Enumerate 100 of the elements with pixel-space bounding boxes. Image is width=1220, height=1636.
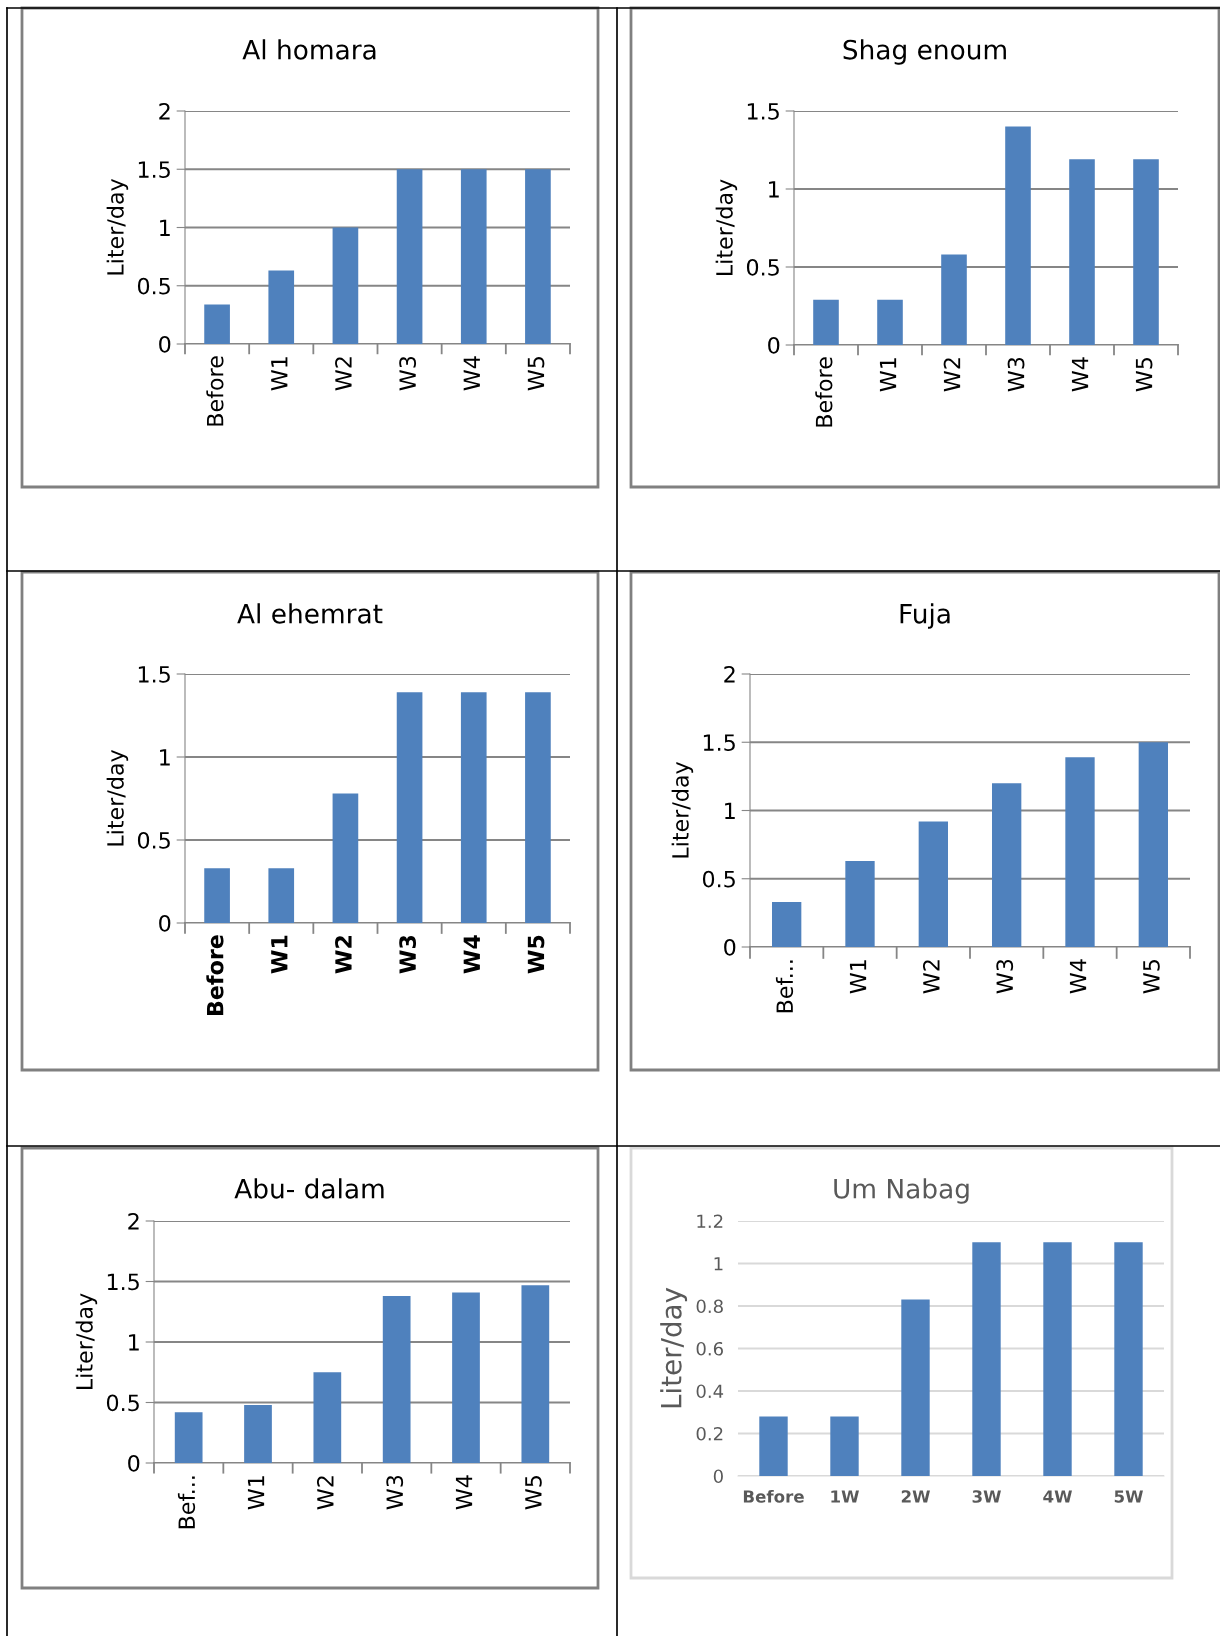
y-tick-label: 2 bbox=[159, 102, 170, 120]
x-tick-label: W4 bbox=[1071, 357, 1089, 392]
x-tick-label: Before bbox=[206, 356, 224, 426]
x-tick-label: W2 bbox=[943, 358, 961, 392]
bar bbox=[382, 1296, 411, 1463]
bar bbox=[813, 299, 839, 345]
bar bbox=[452, 1292, 480, 1463]
x-tick-label: W2 bbox=[335, 357, 352, 391]
x-tick-label: W3 bbox=[386, 1475, 404, 1510]
y-axis-title: Liter/day bbox=[106, 178, 129, 275]
y-tick-label: 0 bbox=[128, 1454, 140, 1472]
bar bbox=[972, 1242, 1001, 1476]
y-tick-label: 1 bbox=[769, 181, 779, 198]
y-tick-label: 1 bbox=[129, 1334, 139, 1351]
bar bbox=[1005, 126, 1031, 345]
bar bbox=[460, 692, 487, 923]
x-tick-label: W4 bbox=[463, 356, 480, 391]
bar bbox=[396, 169, 423, 344]
x-tick-label: W5 bbox=[1143, 960, 1160, 994]
bar bbox=[525, 692, 551, 923]
x-tick-label: Bef... bbox=[177, 1476, 196, 1529]
bar bbox=[830, 1416, 859, 1476]
y-tick-label: 1.5 bbox=[747, 103, 779, 120]
x-tick-label: 5W bbox=[1114, 1490, 1143, 1503]
y-tick-label: 1.5 bbox=[703, 734, 735, 752]
bar bbox=[313, 1372, 342, 1463]
x-tick-label: W5 bbox=[527, 357, 545, 391]
x-tick-label: 1W bbox=[831, 1490, 859, 1503]
x-tick-label: W1 bbox=[271, 935, 288, 974]
chart-title: Al ehemrat bbox=[237, 603, 383, 624]
y-tick-label: 0.5 bbox=[137, 277, 170, 295]
bar bbox=[204, 868, 230, 923]
x-tick-label: W2 bbox=[922, 960, 940, 994]
chart-title: Al homara bbox=[242, 39, 376, 60]
x-tick-label: W1 bbox=[271, 357, 288, 391]
bar bbox=[759, 1416, 788, 1476]
y-axis-title: Liter/day bbox=[106, 749, 129, 846]
bar bbox=[1043, 1242, 1072, 1476]
y-tick-label: 2 bbox=[724, 665, 735, 683]
bar bbox=[901, 1299, 930, 1476]
bar bbox=[1114, 1242, 1143, 1476]
bar bbox=[521, 1285, 550, 1463]
y-tick-label: 0 bbox=[159, 335, 171, 353]
y-tick-label: 1 bbox=[725, 802, 735, 819]
y-tick-label: 0.5 bbox=[137, 831, 170, 849]
y-tick-label: 1.2 bbox=[697, 1214, 723, 1228]
y-tick-label: 1 bbox=[160, 749, 170, 766]
bar bbox=[460, 169, 487, 344]
x-tick-label: W3 bbox=[399, 356, 417, 391]
y-tick-label: 0.2 bbox=[696, 1426, 723, 1441]
bar bbox=[1065, 757, 1095, 947]
bar bbox=[772, 901, 802, 947]
y-tick-label: 1.5 bbox=[107, 1273, 139, 1291]
y-tick-label: 1 bbox=[714, 1257, 723, 1271]
bar bbox=[525, 169, 551, 344]
x-tick-label: W3 bbox=[996, 959, 1014, 994]
x-tick-label: W1 bbox=[849, 960, 867, 994]
y-axis-title: Liter/day bbox=[75, 1293, 98, 1390]
x-tick-label: W3 bbox=[1007, 357, 1025, 392]
y-tick-label: 2 bbox=[128, 1212, 139, 1230]
y-tick-label: 0.6 bbox=[696, 1341, 723, 1356]
x-tick-label: W1 bbox=[247, 1476, 265, 1510]
bar bbox=[332, 793, 359, 923]
bar bbox=[877, 299, 903, 345]
x-tick-label: W2 bbox=[316, 1476, 334, 1510]
y-axis-title: Liter/day bbox=[660, 1287, 688, 1408]
x-tick-label: W2 bbox=[335, 936, 352, 974]
bar bbox=[332, 227, 359, 344]
chart-title: Shag enoum bbox=[843, 39, 1006, 65]
y-axis-title: Liter/day bbox=[671, 761, 694, 858]
y-tick-label: 0.5 bbox=[702, 870, 735, 888]
y-axis-title: Liter/day bbox=[715, 179, 738, 276]
x-tick-label: Before bbox=[815, 357, 833, 427]
y-tick-label: 0 bbox=[768, 336, 780, 354]
y-tick-label: 1.5 bbox=[138, 161, 170, 179]
y-tick-label: 0.5 bbox=[746, 258, 779, 276]
bar bbox=[174, 1412, 203, 1463]
chart-title: Abu- dalam bbox=[234, 1178, 384, 1199]
bar bbox=[268, 868, 295, 923]
x-tick-label: W4 bbox=[455, 1475, 473, 1510]
y-tick-label: 0.8 bbox=[696, 1299, 723, 1314]
x-tick-label: W3 bbox=[399, 935, 417, 974]
bar bbox=[992, 783, 1022, 947]
bar bbox=[204, 304, 230, 344]
y-tick-label: 1 bbox=[160, 219, 170, 236]
chart-title: Um Nabag bbox=[834, 1178, 969, 1204]
y-tick-label: 1.5 bbox=[138, 666, 170, 683]
x-tick-label: Before bbox=[206, 935, 224, 1016]
x-tick-label: W5 bbox=[527, 935, 545, 974]
x-tick-label: 3W bbox=[972, 1490, 1001, 1503]
y-tick-label: 0 bbox=[724, 938, 736, 956]
x-tick-label: Before bbox=[743, 1489, 804, 1503]
x-tick-label: W4 bbox=[463, 935, 480, 974]
x-tick-label: W1 bbox=[879, 358, 897, 392]
bar bbox=[396, 692, 423, 923]
y-tick-label: 0.4 bbox=[696, 1384, 724, 1399]
bar bbox=[918, 821, 948, 947]
bar bbox=[244, 1404, 272, 1463]
bar bbox=[1138, 742, 1168, 947]
x-tick-label: 4W bbox=[1043, 1490, 1072, 1503]
